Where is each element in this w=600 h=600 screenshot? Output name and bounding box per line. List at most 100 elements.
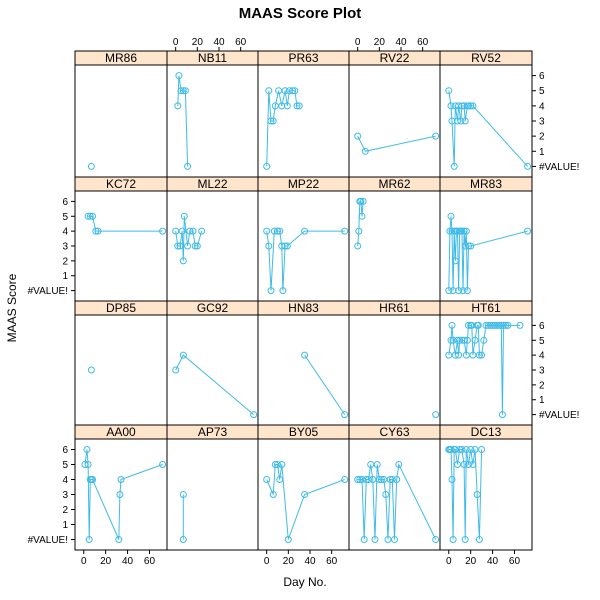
data-point [301,491,309,498]
data-point [179,257,187,265]
data-point [285,87,293,95]
y-tick-label: 6 [539,71,545,82]
data-point [432,132,440,140]
data-point [116,491,124,498]
y-tick-label: 2 [62,256,68,267]
data-point [341,411,349,419]
data-point [295,102,303,110]
panel-rv52: RV52 [439,50,533,178]
data-point [81,461,89,468]
x-tick-label: 0 [446,556,452,567]
data-point [448,476,456,483]
data-point [365,476,372,483]
data-point [301,351,309,359]
series-line [448,449,483,540]
series-line [448,90,528,167]
data-point [283,242,291,250]
data-point [448,321,456,329]
data-point [461,536,469,543]
data-point [177,87,185,95]
panel-dp85: DP85 [74,300,168,426]
panels: MR86 NB11 PR63 RV22 RV52 KC72 ML22 MP22 MR62 MR83… [74,50,533,551]
panel-frame [439,438,533,551]
data-point [482,321,490,329]
data-point [480,336,488,344]
data-point [451,446,459,453]
panel-strip-label: MR83 [470,177,502,191]
data-point [432,411,440,419]
data-point [354,132,362,140]
panel-pr63: PR63 [257,50,350,178]
y-axis-label: MAAS Score [5,273,19,342]
data-point [449,536,457,543]
y-tick-label: 2 [539,132,545,143]
x-tick-label: 20 [374,37,386,48]
data-point [263,162,271,170]
data-point [447,446,455,453]
x-tick-label: 20 [192,37,204,48]
data-point [454,336,461,344]
y-tick-label: #VALUE! [539,162,579,173]
data-point [291,87,299,95]
data-point [469,461,477,468]
x-tick-label: 60 [417,37,429,48]
data-point [274,227,281,235]
panel-strip-label: HN83 [288,301,319,315]
y-tick-label: 5 [62,212,68,223]
panel-strip-label: KC72 [106,177,136,191]
y-tick-label: 4 [539,101,545,112]
data-point [94,227,102,235]
panel-dc13: DC13 [439,424,533,551]
panel-strip-label: MP22 [288,177,320,191]
panel-kc72: KC72 [74,176,168,302]
data-point [115,536,123,543]
data-point [388,476,396,483]
x-tick-label: 40 [213,37,225,48]
y-tick-label: 6 [539,321,545,332]
data-point [460,461,468,468]
panel-strip-label: AP73 [198,425,228,439]
panel-frame [166,64,259,178]
data-point [478,351,486,359]
chart-title: MAAS Score Plot [239,5,362,22]
panel-gc92: GC92 [166,300,259,426]
data-point [471,336,479,344]
data-point [84,461,92,468]
data-point [475,536,483,543]
x-tick-label: 20 [283,556,295,567]
panel-ml22: ML22 [166,176,259,302]
y-tick-label: #VALUE! [28,286,68,297]
series-line [266,90,300,167]
data-point [355,227,363,235]
data-point [276,476,284,483]
panel-frame [439,314,533,426]
y-tick-label: 2 [539,380,545,391]
data-point [267,287,275,295]
x-tick-label: 40 [304,556,316,567]
panel-ap73: AP73 [166,424,259,551]
x-axis-label: Day No. [283,575,326,589]
panel-hr61: HR61 [348,300,441,426]
panel-strip-label: DC13 [471,425,502,439]
data-point [524,227,532,235]
data-point [159,227,167,235]
data-point [450,162,458,170]
series-line [357,200,364,247]
panel-strip-label: RV22 [380,51,410,65]
panel-frame [74,190,168,302]
data-point [87,162,95,170]
data-point [465,242,472,250]
panel-aa00: AA00 [74,424,168,551]
panel-strip-label: MR62 [378,177,410,191]
data-point [354,242,362,250]
x-tick-label: 40 [122,556,134,567]
y-tick-label: #VALUE! [539,410,579,421]
panel-nb11: NB11 [166,50,259,178]
panel-strip-label: CY63 [379,425,409,439]
y-tick-label: 4 [539,351,545,362]
data-point [455,287,463,295]
data-point [456,336,464,344]
data-point [484,321,492,329]
panel-hn83: HN83 [257,300,350,426]
